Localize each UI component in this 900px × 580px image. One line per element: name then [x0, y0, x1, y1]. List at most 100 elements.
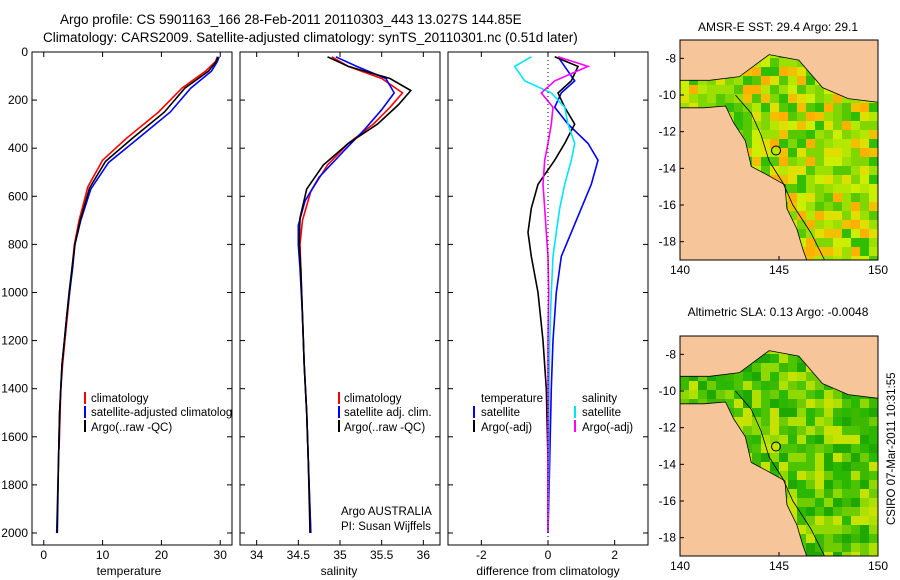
- map-cell: [716, 390, 725, 399]
- map-cell: [734, 121, 743, 130]
- map-cell: [842, 543, 851, 552]
- map-cell: [860, 507, 869, 516]
- map-cell: [851, 211, 860, 220]
- map-cell: [761, 130, 770, 139]
- map-cell: [851, 157, 860, 166]
- map-cell: [824, 516, 833, 525]
- map-cell: [869, 193, 878, 202]
- map-cell: [851, 489, 860, 498]
- map-cell: [833, 426, 842, 435]
- map-cell: [779, 444, 788, 453]
- map-cell: [824, 453, 833, 462]
- map-cell: [797, 453, 806, 462]
- map-cell: [698, 85, 707, 94]
- map-cell: [824, 489, 833, 498]
- map-cell: [815, 175, 824, 184]
- map-cell: [743, 435, 752, 444]
- map-cell: [770, 67, 779, 76]
- map-cell: [788, 175, 797, 184]
- map-cell: [770, 112, 779, 121]
- map-cell: [833, 112, 842, 121]
- map-cell: [833, 399, 842, 408]
- map-cell: [842, 202, 851, 211]
- map-cell: [779, 381, 788, 390]
- salinity-legend: climatology satellite adj. clim. Argo(..…: [338, 392, 432, 434]
- axis-ticks: 0 10 20 30020040060080010001200140016001800…: [1, 45, 648, 562]
- map-cell: [797, 103, 806, 112]
- map-cell: [833, 256, 842, 260]
- map-cell: [788, 381, 797, 390]
- map-cell: [851, 256, 860, 260]
- map-cell: [869, 121, 878, 130]
- y-tick-label: 200: [8, 93, 28, 107]
- temperature-axes: [31, 51, 233, 546]
- map-cell: [815, 525, 824, 534]
- map-cell: [743, 67, 752, 76]
- map-cell: [842, 184, 851, 193]
- map-cell: [860, 220, 869, 229]
- map-cell: [797, 471, 806, 480]
- series-temperature-argo-adj-: [527, 56, 580, 533]
- map-cell: [770, 130, 779, 139]
- y-tick-label: 1800: [1, 478, 28, 492]
- map-cell: [752, 130, 761, 139]
- legend-label-temp-satellite: satellite: [481, 407, 520, 419]
- map-cell: [851, 507, 860, 516]
- map-cell: [833, 525, 842, 534]
- legend-label-temp-argo: Argo(-adj): [481, 422, 532, 434]
- map-cell: [806, 525, 815, 534]
- map-cell: [833, 534, 842, 543]
- map-cell: [788, 489, 797, 498]
- y-tick-label: 0: [21, 45, 28, 59]
- map-cell: [797, 184, 806, 193]
- map-cell: [806, 390, 815, 399]
- map-cell: [761, 426, 770, 435]
- sla-map-title: Altimetric SLA: 0.13 Argo: -0.0048: [688, 305, 869, 319]
- map-cell: [806, 175, 815, 184]
- map-cell: [779, 363, 788, 372]
- series-argo-raw-qc-: [56, 56, 219, 534]
- map-cell: [842, 211, 851, 220]
- map-cell: [833, 193, 842, 202]
- map-cell: [770, 363, 779, 372]
- map-cell: [860, 489, 869, 498]
- map-cell: [824, 184, 833, 193]
- map-cell: [806, 444, 815, 453]
- map-cell: [806, 417, 815, 426]
- map-cell: [788, 202, 797, 211]
- map-cell: [815, 426, 824, 435]
- map-cell: [752, 390, 761, 399]
- legend-label-satellite: satellite-adjusted climatolog: [91, 407, 232, 419]
- map-cell: [797, 175, 806, 184]
- map-cell: [824, 408, 833, 417]
- map-cell: [824, 480, 833, 489]
- map-cell: [824, 193, 833, 202]
- legend-label-sal-satellite: satellite: [582, 407, 621, 419]
- map-cell: [833, 238, 842, 247]
- map-cell: [815, 193, 824, 202]
- map-cell: [806, 498, 815, 507]
- map-cell: [752, 399, 761, 408]
- map-cell: [869, 184, 878, 193]
- map-cell: [833, 148, 842, 157]
- map-cell: [869, 453, 878, 462]
- map-cell: [851, 247, 860, 256]
- map-cell: [815, 139, 824, 148]
- map-cell: [815, 444, 824, 453]
- map-cell: [833, 94, 842, 103]
- series-satellite-adj-clim-: [297, 56, 396, 534]
- profile-lines: [55, 56, 599, 534]
- map-cell: [761, 121, 770, 130]
- x-tick-label: 34.5: [287, 548, 311, 562]
- map-cell: [734, 112, 743, 121]
- map-cell: [833, 417, 842, 426]
- map-cell: [725, 85, 734, 94]
- map-cell: [833, 121, 842, 130]
- map-cell: [833, 202, 842, 211]
- map-cell: [815, 229, 824, 238]
- y-tick-label: 600: [8, 189, 28, 203]
- map-cell: [833, 157, 842, 166]
- map-cell: [797, 76, 806, 85]
- map-cell: [779, 76, 788, 85]
- map-cell: [725, 399, 734, 408]
